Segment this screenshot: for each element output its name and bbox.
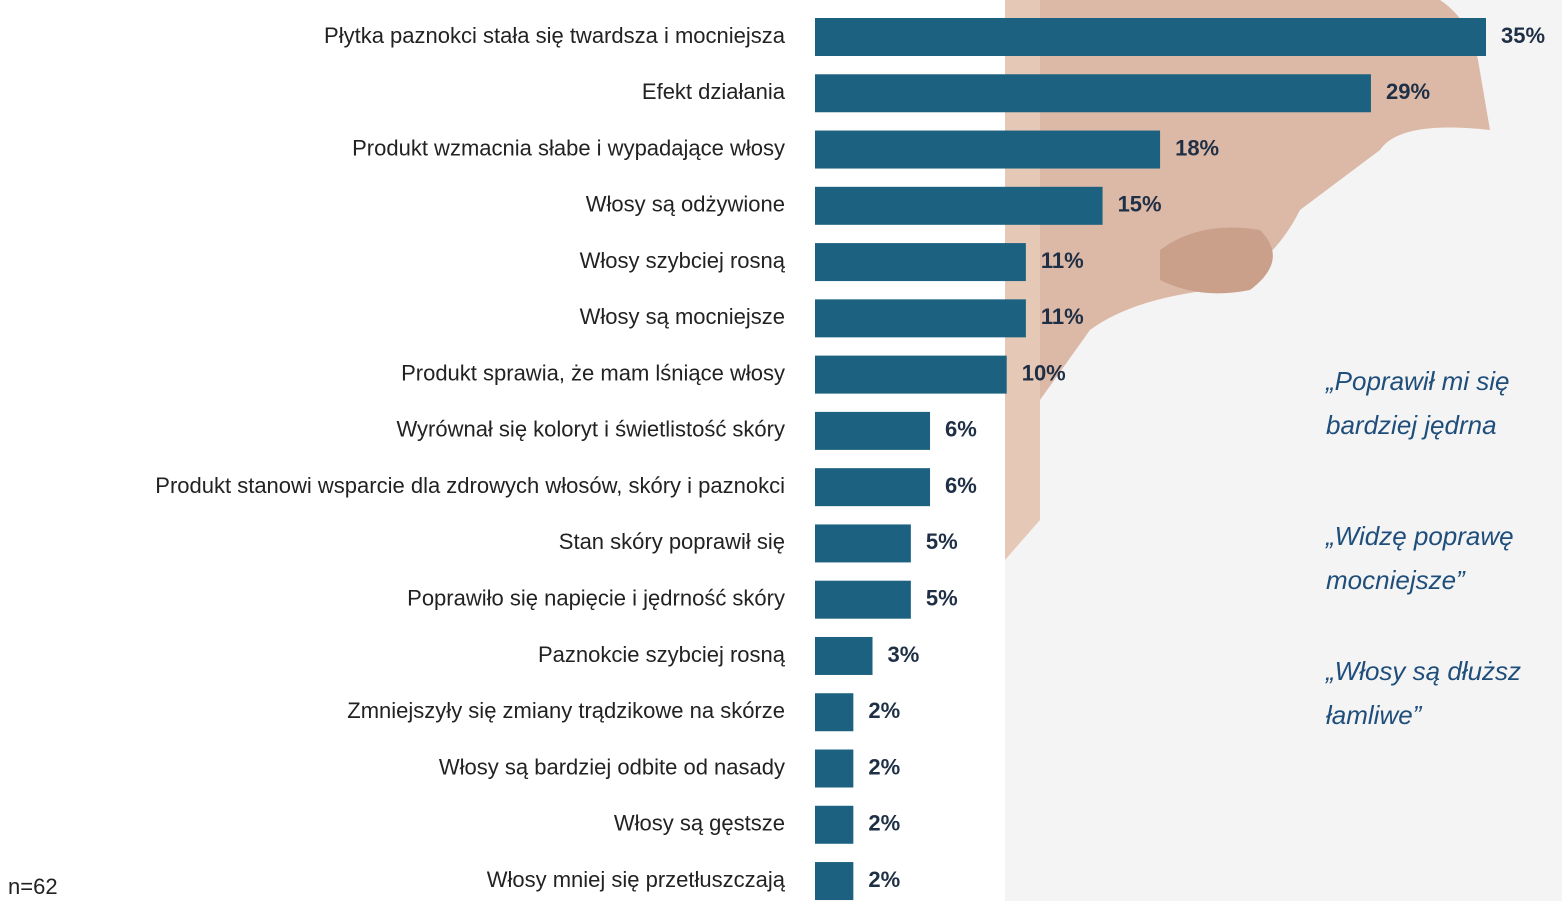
- category-label: Produkt stanowi wsparcie dla zdrowych wł…: [155, 473, 785, 498]
- quote-line: „Widzę poprawę: [1325, 521, 1514, 551]
- category-label: Stan skóry poprawił się: [559, 529, 785, 554]
- bar: [815, 749, 854, 788]
- value-label: 10%: [1022, 360, 1066, 385]
- value-label: 5%: [926, 529, 958, 554]
- quote-line: łamliwe”: [1326, 700, 1423, 730]
- value-label: 15%: [1118, 192, 1162, 217]
- category-label: Włosy są gęstsze: [614, 811, 785, 836]
- category-label: Wyrównał się koloryt i świetlistość skór…: [396, 417, 785, 442]
- bar: [815, 299, 1026, 338]
- value-label: 2%: [868, 811, 900, 836]
- category-label: Włosy są odżywione: [586, 192, 785, 217]
- value-label: 6%: [945, 417, 977, 442]
- bar: [815, 74, 1371, 113]
- value-label: 5%: [926, 586, 958, 611]
- quote-line: mocniejsze”: [1326, 565, 1466, 595]
- category-label: Włosy są bardziej odbite od nasady: [439, 754, 785, 779]
- bar: [815, 580, 911, 619]
- category-label: Poprawiło się napięcie i jędrność skóry: [407, 586, 785, 611]
- bar: [815, 18, 1486, 56]
- value-label: 11%: [1041, 304, 1084, 329]
- category-label: Włosy są mocniejsze: [580, 304, 785, 329]
- bar: [815, 468, 931, 507]
- category-label: Płytka paznokci stała się twardsza i moc…: [324, 23, 786, 48]
- category-label: Paznokcie szybciej rosną: [538, 642, 786, 667]
- bar: [815, 805, 854, 844]
- bar: [815, 355, 1007, 394]
- category-label: Produkt wzmacnia słabe i wypadające włos…: [352, 135, 785, 160]
- category-label: Produkt sprawia, że mam lśniące włosy: [401, 360, 785, 385]
- quote-line: „Poprawił mi się: [1325, 366, 1510, 396]
- value-label: 18%: [1175, 135, 1219, 160]
- bar: [815, 411, 931, 450]
- sample-note: n=62: [8, 874, 58, 899]
- value-label: 29%: [1386, 79, 1430, 104]
- value-label: 2%: [868, 698, 900, 723]
- quote-line: bardziej jędrna: [1326, 410, 1497, 440]
- value-label: 2%: [868, 867, 900, 892]
- value-label: 35%: [1501, 23, 1545, 48]
- category-label: Włosy mniej się przetłuszczają: [487, 867, 786, 892]
- category-label: Efekt działania: [642, 79, 786, 104]
- bar: [815, 130, 1161, 169]
- value-label: 11%: [1041, 248, 1084, 273]
- quote-line: „Włosy są dłuższ: [1325, 656, 1521, 686]
- bar: [815, 862, 854, 901]
- bar: [815, 243, 1026, 282]
- background-photo: [1005, 0, 1562, 901]
- bar: [815, 636, 873, 675]
- category-label: Włosy szybciej rosną: [580, 248, 786, 273]
- bar: [815, 693, 854, 732]
- value-label: 2%: [868, 754, 900, 779]
- bar: [815, 186, 1103, 225]
- value-label: 3%: [888, 642, 920, 667]
- bar: [815, 524, 911, 563]
- value-label: 6%: [945, 473, 977, 498]
- category-label: Zmniejszyły się zmiany trądzikowe na skó…: [347, 698, 785, 723]
